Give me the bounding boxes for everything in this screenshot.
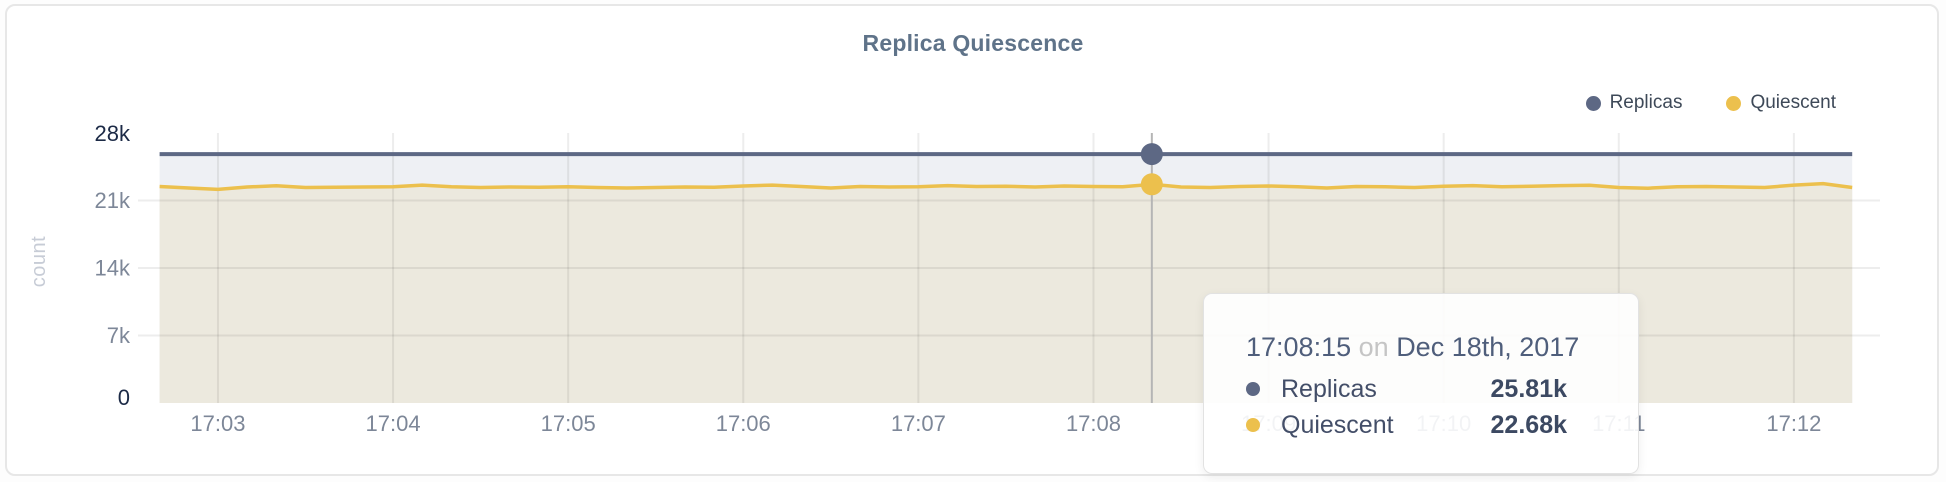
quiescent-series-dot-icon	[1246, 418, 1260, 432]
tooltip-header: 17:08:15 on Dec 18th, 2017	[1246, 332, 1579, 363]
replicas-series-dot-icon	[1585, 95, 1601, 111]
legend-label-replicas: Replicas	[1609, 92, 1683, 113]
x-tick-label: 17:07	[891, 411, 946, 436]
legend: Replicas Quiescent	[1585, 92, 1836, 114]
replicas-series-dot-icon	[1246, 382, 1260, 396]
x-tick-label: 17:06	[716, 411, 771, 436]
tooltip-series-name: Quiescent	[1281, 410, 1394, 439]
tooltip-series-name: Replicas	[1281, 374, 1377, 403]
quiescent-series-dot-icon	[1726, 95, 1742, 111]
legend-item-replicas[interactable]: Replicas	[1585, 92, 1683, 114]
tooltip-row-replicas: Replicas 25.81k	[1246, 374, 1567, 404]
x-tick-label: 17:05	[541, 411, 596, 436]
tooltip-time: 17:08:15	[1246, 332, 1352, 362]
hover-tooltip: 17:08:15 on Dec 18th, 2017 Replicas 25.8…	[1203, 293, 1639, 474]
tooltip-date: Dec 18th, 2017	[1396, 332, 1580, 362]
tooltip-series-value: 25.81k	[1490, 374, 1567, 403]
y-tick-label: 7k	[107, 323, 131, 348]
tooltip-row-quiescent: Quiescent 22.68k	[1246, 410, 1567, 440]
x-tick-label: 17:12	[1766, 411, 1821, 436]
y-tick-label: 21k	[95, 188, 131, 213]
x-tick-label: 17:04	[366, 411, 421, 436]
x-tick-label: 17:03	[190, 411, 245, 436]
y-tick-label: 14k	[95, 256, 131, 281]
tooltip-connector: on	[1358, 332, 1389, 362]
y-tick-label: 0	[118, 385, 130, 410]
x-tick-label: 17:08	[1066, 411, 1121, 436]
hover-dot-replicas	[1140, 143, 1163, 166]
hover-dot-quiescent	[1140, 173, 1163, 196]
y-tick-label: 28k	[95, 121, 131, 146]
legend-item-quiescent[interactable]: Quiescent	[1726, 92, 1836, 114]
tooltip-series-value: 22.68k	[1490, 410, 1567, 439]
quiescent-line	[159, 181, 1853, 192]
chart-title: Replica Quiescence	[862, 30, 1084, 56]
legend-label-quiescent: Quiescent	[1750, 92, 1836, 113]
